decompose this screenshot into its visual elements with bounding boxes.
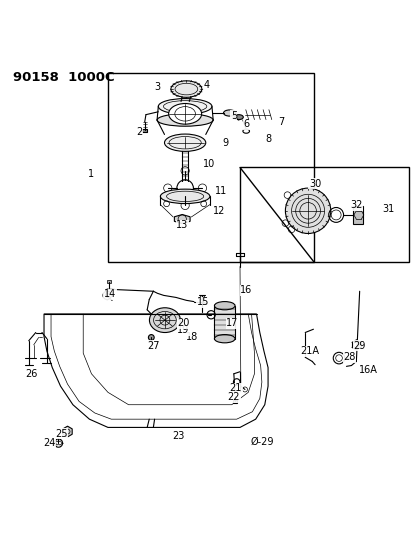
Polygon shape bbox=[63, 426, 72, 437]
Ellipse shape bbox=[158, 99, 211, 114]
Ellipse shape bbox=[157, 114, 213, 126]
Text: 90158  1000C: 90158 1000C bbox=[13, 70, 114, 84]
Text: 22: 22 bbox=[227, 392, 240, 402]
Ellipse shape bbox=[223, 110, 235, 116]
Text: 10: 10 bbox=[202, 159, 215, 169]
Circle shape bbox=[148, 335, 154, 341]
Text: 18: 18 bbox=[185, 332, 197, 342]
Text: 15: 15 bbox=[196, 297, 209, 308]
Bar bbox=[353, 206, 362, 224]
Text: 19: 19 bbox=[177, 326, 189, 335]
Text: 7: 7 bbox=[278, 117, 284, 127]
Bar bbox=[142, 129, 147, 132]
Ellipse shape bbox=[234, 115, 243, 119]
Text: 31: 31 bbox=[382, 204, 394, 214]
Text: 23: 23 bbox=[171, 432, 184, 441]
Ellipse shape bbox=[149, 308, 180, 333]
Ellipse shape bbox=[160, 189, 209, 204]
Text: 21: 21 bbox=[229, 383, 242, 393]
Ellipse shape bbox=[214, 335, 235, 343]
Text: 5: 5 bbox=[230, 111, 236, 121]
Text: 32: 32 bbox=[349, 200, 362, 211]
Bar bbox=[108, 72, 313, 262]
Text: 8: 8 bbox=[265, 134, 271, 144]
Text: 13: 13 bbox=[176, 220, 188, 230]
Text: 24: 24 bbox=[43, 438, 55, 448]
Ellipse shape bbox=[214, 302, 235, 310]
Text: 4: 4 bbox=[204, 80, 209, 90]
Bar bbox=[107, 280, 111, 283]
Text: 14: 14 bbox=[104, 289, 116, 299]
Text: 21A: 21A bbox=[300, 346, 319, 356]
Text: Ø-29: Ø-29 bbox=[250, 437, 274, 447]
Bar bbox=[214, 306, 235, 338]
Ellipse shape bbox=[285, 188, 330, 233]
Bar bbox=[199, 295, 204, 298]
Text: 29: 29 bbox=[353, 341, 365, 351]
Ellipse shape bbox=[171, 81, 202, 98]
Text: 30: 30 bbox=[308, 179, 320, 189]
Text: 6: 6 bbox=[242, 119, 249, 129]
Text: 26: 26 bbox=[25, 369, 38, 379]
Text: 12: 12 bbox=[213, 206, 225, 216]
Text: 16: 16 bbox=[240, 286, 252, 295]
Text: 2: 2 bbox=[135, 127, 142, 138]
Text: 9: 9 bbox=[222, 138, 228, 148]
Text: 1: 1 bbox=[88, 168, 94, 179]
Text: 27: 27 bbox=[147, 341, 159, 351]
Bar bbox=[233, 400, 237, 403]
Text: 11: 11 bbox=[215, 186, 227, 196]
Text: 16A: 16A bbox=[358, 365, 376, 375]
Bar bbox=[240, 167, 408, 262]
Text: 25: 25 bbox=[55, 429, 68, 439]
Text: 28: 28 bbox=[342, 352, 355, 362]
Ellipse shape bbox=[168, 103, 201, 124]
Polygon shape bbox=[174, 214, 190, 223]
Text: 17: 17 bbox=[226, 318, 238, 328]
Text: 20: 20 bbox=[177, 318, 189, 328]
Ellipse shape bbox=[164, 134, 205, 151]
Text: 3: 3 bbox=[154, 82, 160, 92]
